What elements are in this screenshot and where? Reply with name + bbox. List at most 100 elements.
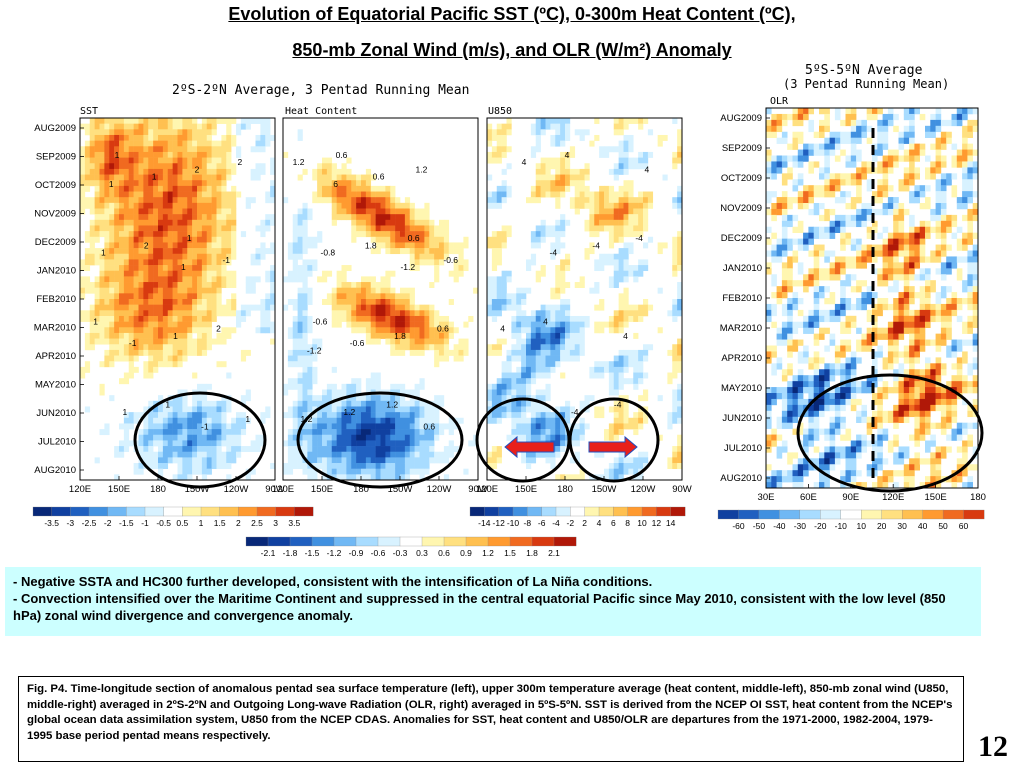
heat-cell xyxy=(133,321,139,328)
heat-cell xyxy=(172,451,178,458)
heat-cell xyxy=(123,310,130,317)
heat-cell xyxy=(845,303,852,311)
heat-cell xyxy=(326,423,333,430)
heat-cell xyxy=(861,482,867,489)
heat-cell xyxy=(109,168,115,175)
heat-cell xyxy=(834,131,841,138)
heat-cell xyxy=(245,202,251,209)
heat-cell xyxy=(119,123,125,130)
heat-cell xyxy=(80,310,86,317)
heat-cell xyxy=(351,417,357,424)
heat-cell xyxy=(312,406,318,413)
heat-cell xyxy=(829,416,836,423)
heat-cell xyxy=(153,321,159,328)
heat-cell xyxy=(312,434,318,441)
heat-cell xyxy=(819,268,825,275)
heat-cell xyxy=(99,270,105,277)
heat-cell xyxy=(236,451,242,458)
heat-cell xyxy=(177,463,183,469)
heat-cell xyxy=(351,321,357,328)
heat-cell xyxy=(491,299,498,305)
heat-cell xyxy=(797,268,804,275)
heat-cell xyxy=(781,268,788,275)
heat-cell xyxy=(351,225,357,232)
heat-cell xyxy=(803,232,809,239)
heat-cell xyxy=(80,180,86,187)
heat-cell xyxy=(361,304,367,311)
heat-cell xyxy=(114,118,120,124)
heat-cell xyxy=(245,417,251,424)
heat-cell xyxy=(861,214,867,222)
heat-cell xyxy=(341,315,347,322)
heat-cell xyxy=(351,202,357,209)
heat-cell xyxy=(535,180,541,187)
heat-cell xyxy=(351,293,357,300)
heat-cell xyxy=(172,282,178,288)
heat-cell xyxy=(443,332,450,339)
heat-cell xyxy=(565,304,571,311)
heat-cell xyxy=(148,225,154,232)
heat-cell xyxy=(550,315,556,322)
heat-cell xyxy=(599,406,605,413)
heat-cell xyxy=(221,265,227,272)
heat-cell xyxy=(608,463,615,469)
heat-cell xyxy=(540,423,546,430)
heat-cell xyxy=(439,400,445,407)
heat-cell xyxy=(104,185,110,192)
heat-cell xyxy=(221,219,227,226)
heat-cell xyxy=(850,476,857,483)
heat-cell xyxy=(123,338,130,345)
heat-cell xyxy=(162,146,169,153)
heat-cell xyxy=(808,440,814,447)
heat-cell xyxy=(153,276,159,283)
heat-cell xyxy=(84,361,91,368)
heat-cell xyxy=(845,428,852,435)
heat-cell xyxy=(404,423,411,430)
heat-cell xyxy=(550,332,556,339)
heat-cell xyxy=(114,315,120,322)
heat-cell xyxy=(861,446,867,453)
heat-cell xyxy=(829,363,836,370)
heat-cell xyxy=(192,248,198,255)
heat-cell xyxy=(419,344,425,351)
heat-cell xyxy=(326,157,333,164)
heat-cell xyxy=(781,113,788,121)
heat-cell xyxy=(143,434,149,441)
heat-cell xyxy=(643,163,649,170)
heat-cell xyxy=(618,157,624,164)
heat-cell xyxy=(574,129,580,136)
heat-cell xyxy=(99,202,105,209)
heat-cell xyxy=(317,395,323,402)
heat-cell xyxy=(434,265,440,272)
heat-cell xyxy=(375,299,381,305)
heat-cell xyxy=(511,299,517,305)
heat-cell xyxy=(119,259,125,266)
heat-cell xyxy=(94,134,100,141)
heat-cell xyxy=(197,253,203,260)
heat-cell xyxy=(158,395,164,402)
heat-cell xyxy=(336,457,342,464)
heat-cell xyxy=(356,451,362,458)
heat-cell xyxy=(153,248,159,255)
heat-cell xyxy=(594,451,600,458)
heat-cell xyxy=(331,395,337,402)
heat-cell xyxy=(99,338,105,345)
heat-cell xyxy=(114,180,120,187)
heat-cell xyxy=(540,372,546,379)
heat-cell xyxy=(89,168,95,175)
heat-cell xyxy=(346,265,352,272)
heat-cell xyxy=(434,231,440,238)
heat-cell xyxy=(540,168,546,175)
heat-cell xyxy=(265,412,271,419)
heat-cell xyxy=(143,440,149,447)
heat-cell xyxy=(463,242,469,249)
heat-cell xyxy=(182,412,188,419)
heat-cell xyxy=(861,131,867,138)
heat-cell xyxy=(231,163,237,170)
heat-cell xyxy=(872,167,878,174)
heat-cell xyxy=(119,248,125,255)
heat-cell xyxy=(216,423,222,430)
heat-cell xyxy=(89,236,95,243)
heat-cell xyxy=(370,378,376,385)
heat-cell xyxy=(365,180,372,187)
